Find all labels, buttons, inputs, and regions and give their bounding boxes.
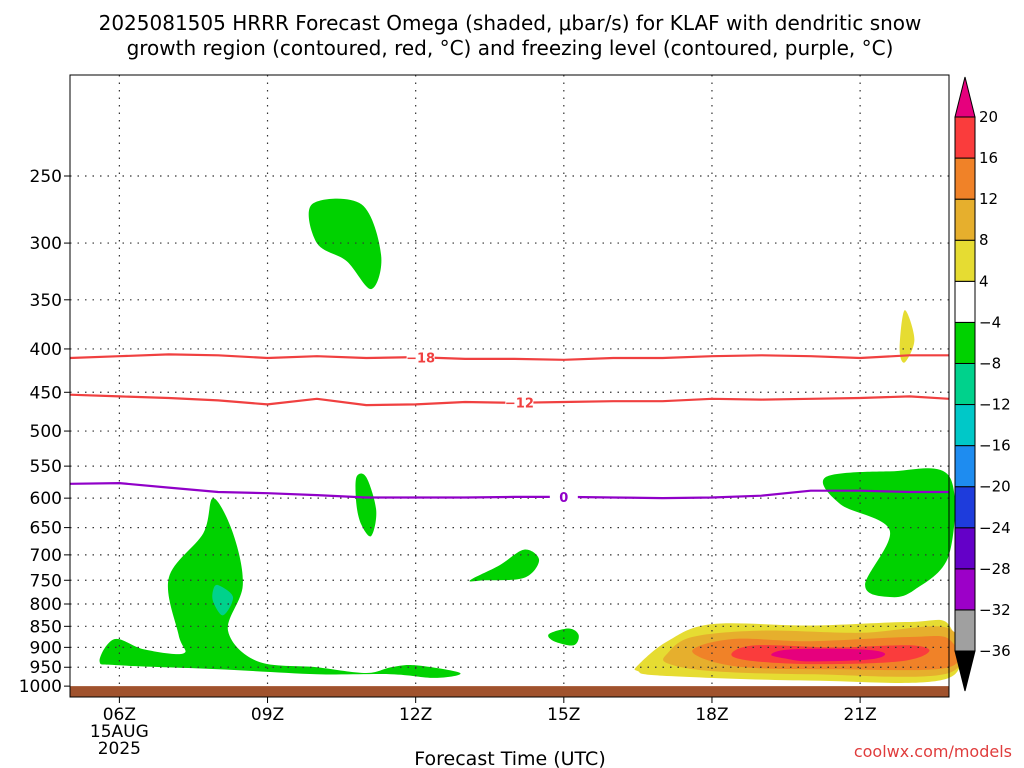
colorbar-tick-label: −20 [979, 478, 1011, 496]
y-tick-label: 700 [30, 546, 62, 566]
chart-subtitle: growth region (contoured, red, °C) and f… [127, 36, 894, 60]
omega-region [548, 628, 579, 646]
colorbar-box [954, 486, 976, 529]
y-axis-ticks: 2503003504004505005506006507007508008509… [19, 167, 70, 697]
x-tick-label: 15Z [547, 705, 580, 725]
colorbar-box [954, 404, 976, 447]
x-axis-label: Forecast Time (UTC) [414, 748, 605, 768]
y-tick-label: 750 [30, 571, 62, 591]
y-tick-label: 350 [30, 291, 62, 311]
y-tick-label: 800 [30, 595, 62, 615]
contour-label-bg [505, 394, 534, 411]
colorbar-tick-label: 20 [979, 108, 998, 126]
omega-region [99, 498, 461, 678]
omega-region [212, 584, 234, 616]
colorbar-box [954, 198, 976, 241]
colorbar-tick-label: −16 [979, 437, 1011, 455]
colorbar-tick-label: −28 [979, 560, 1011, 578]
omega-region [771, 648, 886, 662]
colorbar-box [954, 239, 976, 282]
colorbar-tick-label: −4 [979, 313, 1001, 331]
contour-label: −18 [406, 351, 435, 366]
colorbar: −36 −32 −28 −24 −20 −16 −12 −8 −4 4 8 12 16 20 [954, 76, 1011, 692]
colorbar-arrow-top [954, 76, 976, 118]
colorbar-tick-label: −36 [979, 642, 1011, 660]
y-tick-label: 300 [30, 234, 62, 254]
colorbar-tick-label: 4 [979, 272, 989, 290]
colorbar-box [954, 157, 976, 200]
contour-lines: −18 −12 0 [69, 349, 950, 506]
omega-region [355, 473, 377, 537]
colorbar-box [954, 116, 976, 159]
colorbar-box [954, 445, 976, 488]
ground-layer [70, 686, 949, 697]
colorbar-box [954, 280, 976, 323]
y-tick-label: 850 [30, 617, 62, 637]
x-tick-label: 06Z [103, 705, 136, 725]
contour-label: −12 [505, 397, 534, 412]
y-tick-label: 400 [30, 340, 62, 360]
colorbar-tick-label: −24 [979, 519, 1011, 537]
contour-label-bg [549, 488, 578, 505]
omega-region [308, 198, 382, 290]
contour-line [69, 482, 949, 500]
colorbar-box [954, 527, 976, 570]
x-tick-label: 18Z [695, 705, 728, 725]
contour-line [69, 353, 949, 361]
x-tick-label: 12Z [399, 705, 432, 725]
y-tick-label: 500 [30, 422, 62, 442]
x-tick-date: 15AUG [90, 722, 149, 742]
omega-region [822, 468, 955, 598]
plot-area: −18 −12 0 [69, 74, 964, 698]
colorbar-box [954, 321, 976, 364]
colorbar-tick-label: 16 [979, 149, 998, 167]
colorbar-box [954, 362, 976, 406]
y-tick-label: 600 [30, 489, 62, 509]
y-tick-label: 550 [30, 457, 62, 477]
x-tick-label: 09Z [251, 705, 284, 725]
plot-frame [69, 74, 950, 698]
colorbar-box [954, 609, 976, 652]
y-tick-label: 650 [30, 519, 62, 539]
contour-label: 0 [559, 491, 568, 506]
x-tick-label: 21Z [843, 705, 876, 725]
colorbar-tick-label: −8 [979, 354, 1001, 372]
colorbar-arrow-bottom [954, 650, 976, 692]
colorbar-tick-label: −12 [979, 396, 1011, 414]
credit-text: coolwx.com/models [854, 742, 1012, 761]
colorbar-tick-label: 12 [979, 190, 998, 208]
colorbar-box [954, 568, 976, 611]
chart-title: 2025081505 HRRR Forecast Omega (shaded, … [99, 11, 922, 35]
y-tick-label: 250 [30, 167, 62, 187]
y-tick-label: 950 [30, 658, 62, 678]
ground-rect [70, 686, 949, 697]
x-tick-year: 2025 [98, 739, 141, 759]
omega-region [899, 310, 915, 363]
y-tick-label: 1000 [19, 677, 62, 697]
omega-region [469, 549, 540, 582]
colorbar-tick-label: −32 [979, 601, 1011, 619]
y-tick-label: 450 [30, 383, 62, 403]
contour-label-bg [406, 349, 435, 366]
colorbar-tick-label: 8 [979, 231, 989, 249]
y-tick-label: 900 [30, 638, 62, 658]
